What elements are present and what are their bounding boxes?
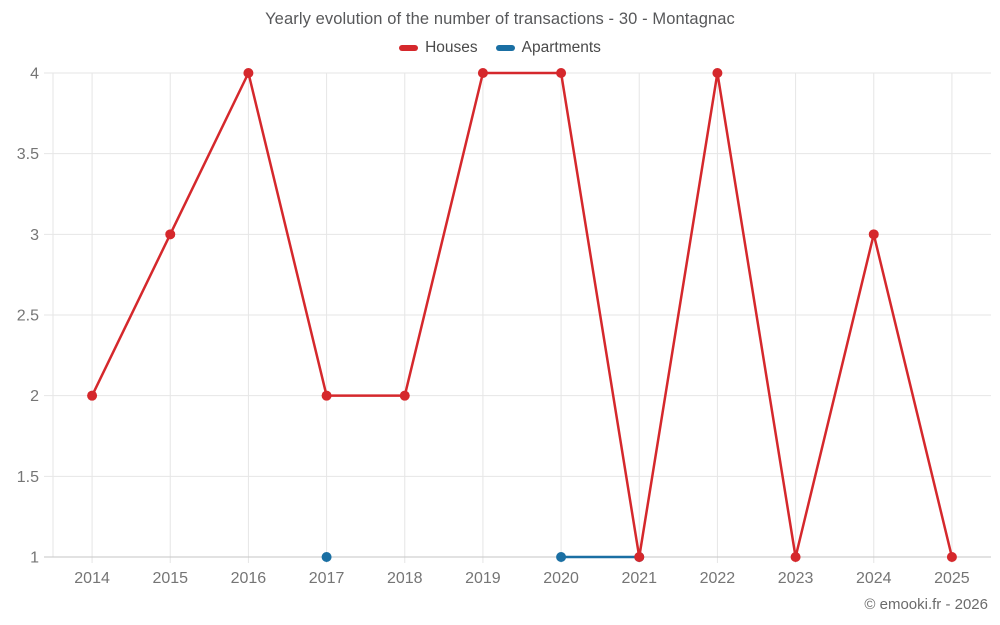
houses-data-point[interactable]	[165, 229, 176, 240]
x-axis-label: 2016	[231, 570, 267, 587]
apartments-data-point[interactable]	[321, 552, 332, 562]
legend-item-apartments[interactable]: Apartments	[495, 39, 601, 57]
copyright-credit: © emooki.fr - 2026	[864, 596, 988, 613]
y-axis-label: 4	[30, 66, 39, 83]
x-axis-label: 2017	[309, 570, 345, 587]
y-axis-label: 2.5	[17, 308, 39, 325]
y-axis-label: 1	[30, 550, 39, 567]
x-axis-label: 2015	[152, 570, 188, 587]
x-axis-label: 2019	[465, 570, 501, 587]
y-axis-label: 3	[30, 227, 39, 244]
x-axis-label: 2025	[934, 570, 970, 587]
houses-data-point[interactable]	[712, 68, 723, 78]
houses-data-point[interactable]	[321, 390, 332, 401]
apartments-data-point[interactable]	[556, 552, 567, 562]
houses-legend-swatch-icon	[399, 45, 419, 51]
houses-data-point[interactable]	[868, 229, 879, 240]
houses-data-point[interactable]	[634, 552, 645, 562]
houses-data-point[interactable]	[243, 68, 254, 78]
x-axis-label: 2020	[543, 570, 579, 587]
x-axis-label: 2014	[74, 570, 110, 587]
houses-data-point[interactable]	[946, 552, 957, 562]
houses-series-line	[90, 71, 954, 559]
y-axis-label: 2	[30, 388, 39, 405]
chart-legend: Houses Apartments	[0, 39, 1000, 57]
houses-data-point[interactable]	[399, 390, 410, 401]
houses-data-point[interactable]	[87, 390, 98, 401]
legend-item-houses[interactable]: Houses	[399, 39, 478, 57]
chart-title: Yearly evolution of the number of transa…	[265, 10, 735, 28]
apartments-legend-swatch-icon	[495, 45, 515, 51]
x-axis-label: 2022	[700, 570, 736, 587]
houses-legend-label: Houses	[425, 39, 478, 56]
x-axis-label: 2021	[621, 570, 657, 587]
x-axis-label: 2024	[856, 570, 892, 587]
x-axis-label: 2018	[387, 570, 423, 587]
y-axis-label: 1.5	[17, 469, 39, 486]
y-axis-label: 3.5	[17, 146, 39, 163]
houses-data-point[interactable]	[477, 68, 488, 78]
houses-data-point[interactable]	[556, 68, 567, 78]
apartments-legend-label: Apartments	[521, 39, 601, 56]
houses-data-point[interactable]	[790, 552, 801, 562]
x-axis-label: 2023	[778, 570, 814, 587]
